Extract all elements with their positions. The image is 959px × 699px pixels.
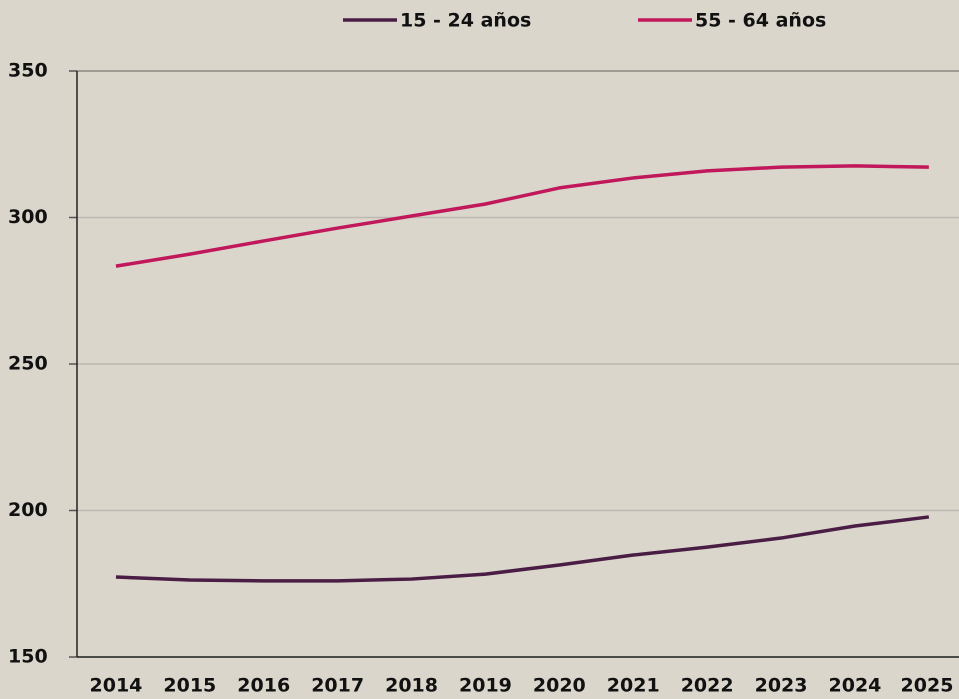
x-tick-label: 2021 [607, 675, 660, 697]
x-tick-label: 2018 [385, 675, 438, 697]
x-tick-label: 2025 [901, 675, 954, 697]
legend-label: 15 - 24 años [400, 10, 531, 32]
x-tick-label: 2019 [459, 675, 512, 697]
legend-label: 55 - 64 años [695, 10, 826, 32]
x-tick-label: 2023 [755, 675, 808, 697]
x-tick-label: 2014 [90, 675, 143, 697]
y-tick-label: 250 [8, 353, 48, 375]
series-line [115, 515, 930, 583]
x-tick-label: 2024 [829, 675, 882, 697]
x-tick-label: 2016 [237, 675, 290, 697]
x-tick-label: 2020 [533, 675, 586, 697]
series-line [115, 164, 929, 268]
y-tick-label: 300 [8, 206, 48, 228]
x-tick-label: 2022 [681, 675, 734, 697]
y-tick-label: 200 [8, 499, 48, 521]
y-tick-label: 350 [8, 60, 48, 82]
x-tick-label: 2017 [311, 675, 364, 697]
y-tick-label: 150 [8, 646, 48, 668]
x-tick-label: 2015 [163, 675, 216, 697]
